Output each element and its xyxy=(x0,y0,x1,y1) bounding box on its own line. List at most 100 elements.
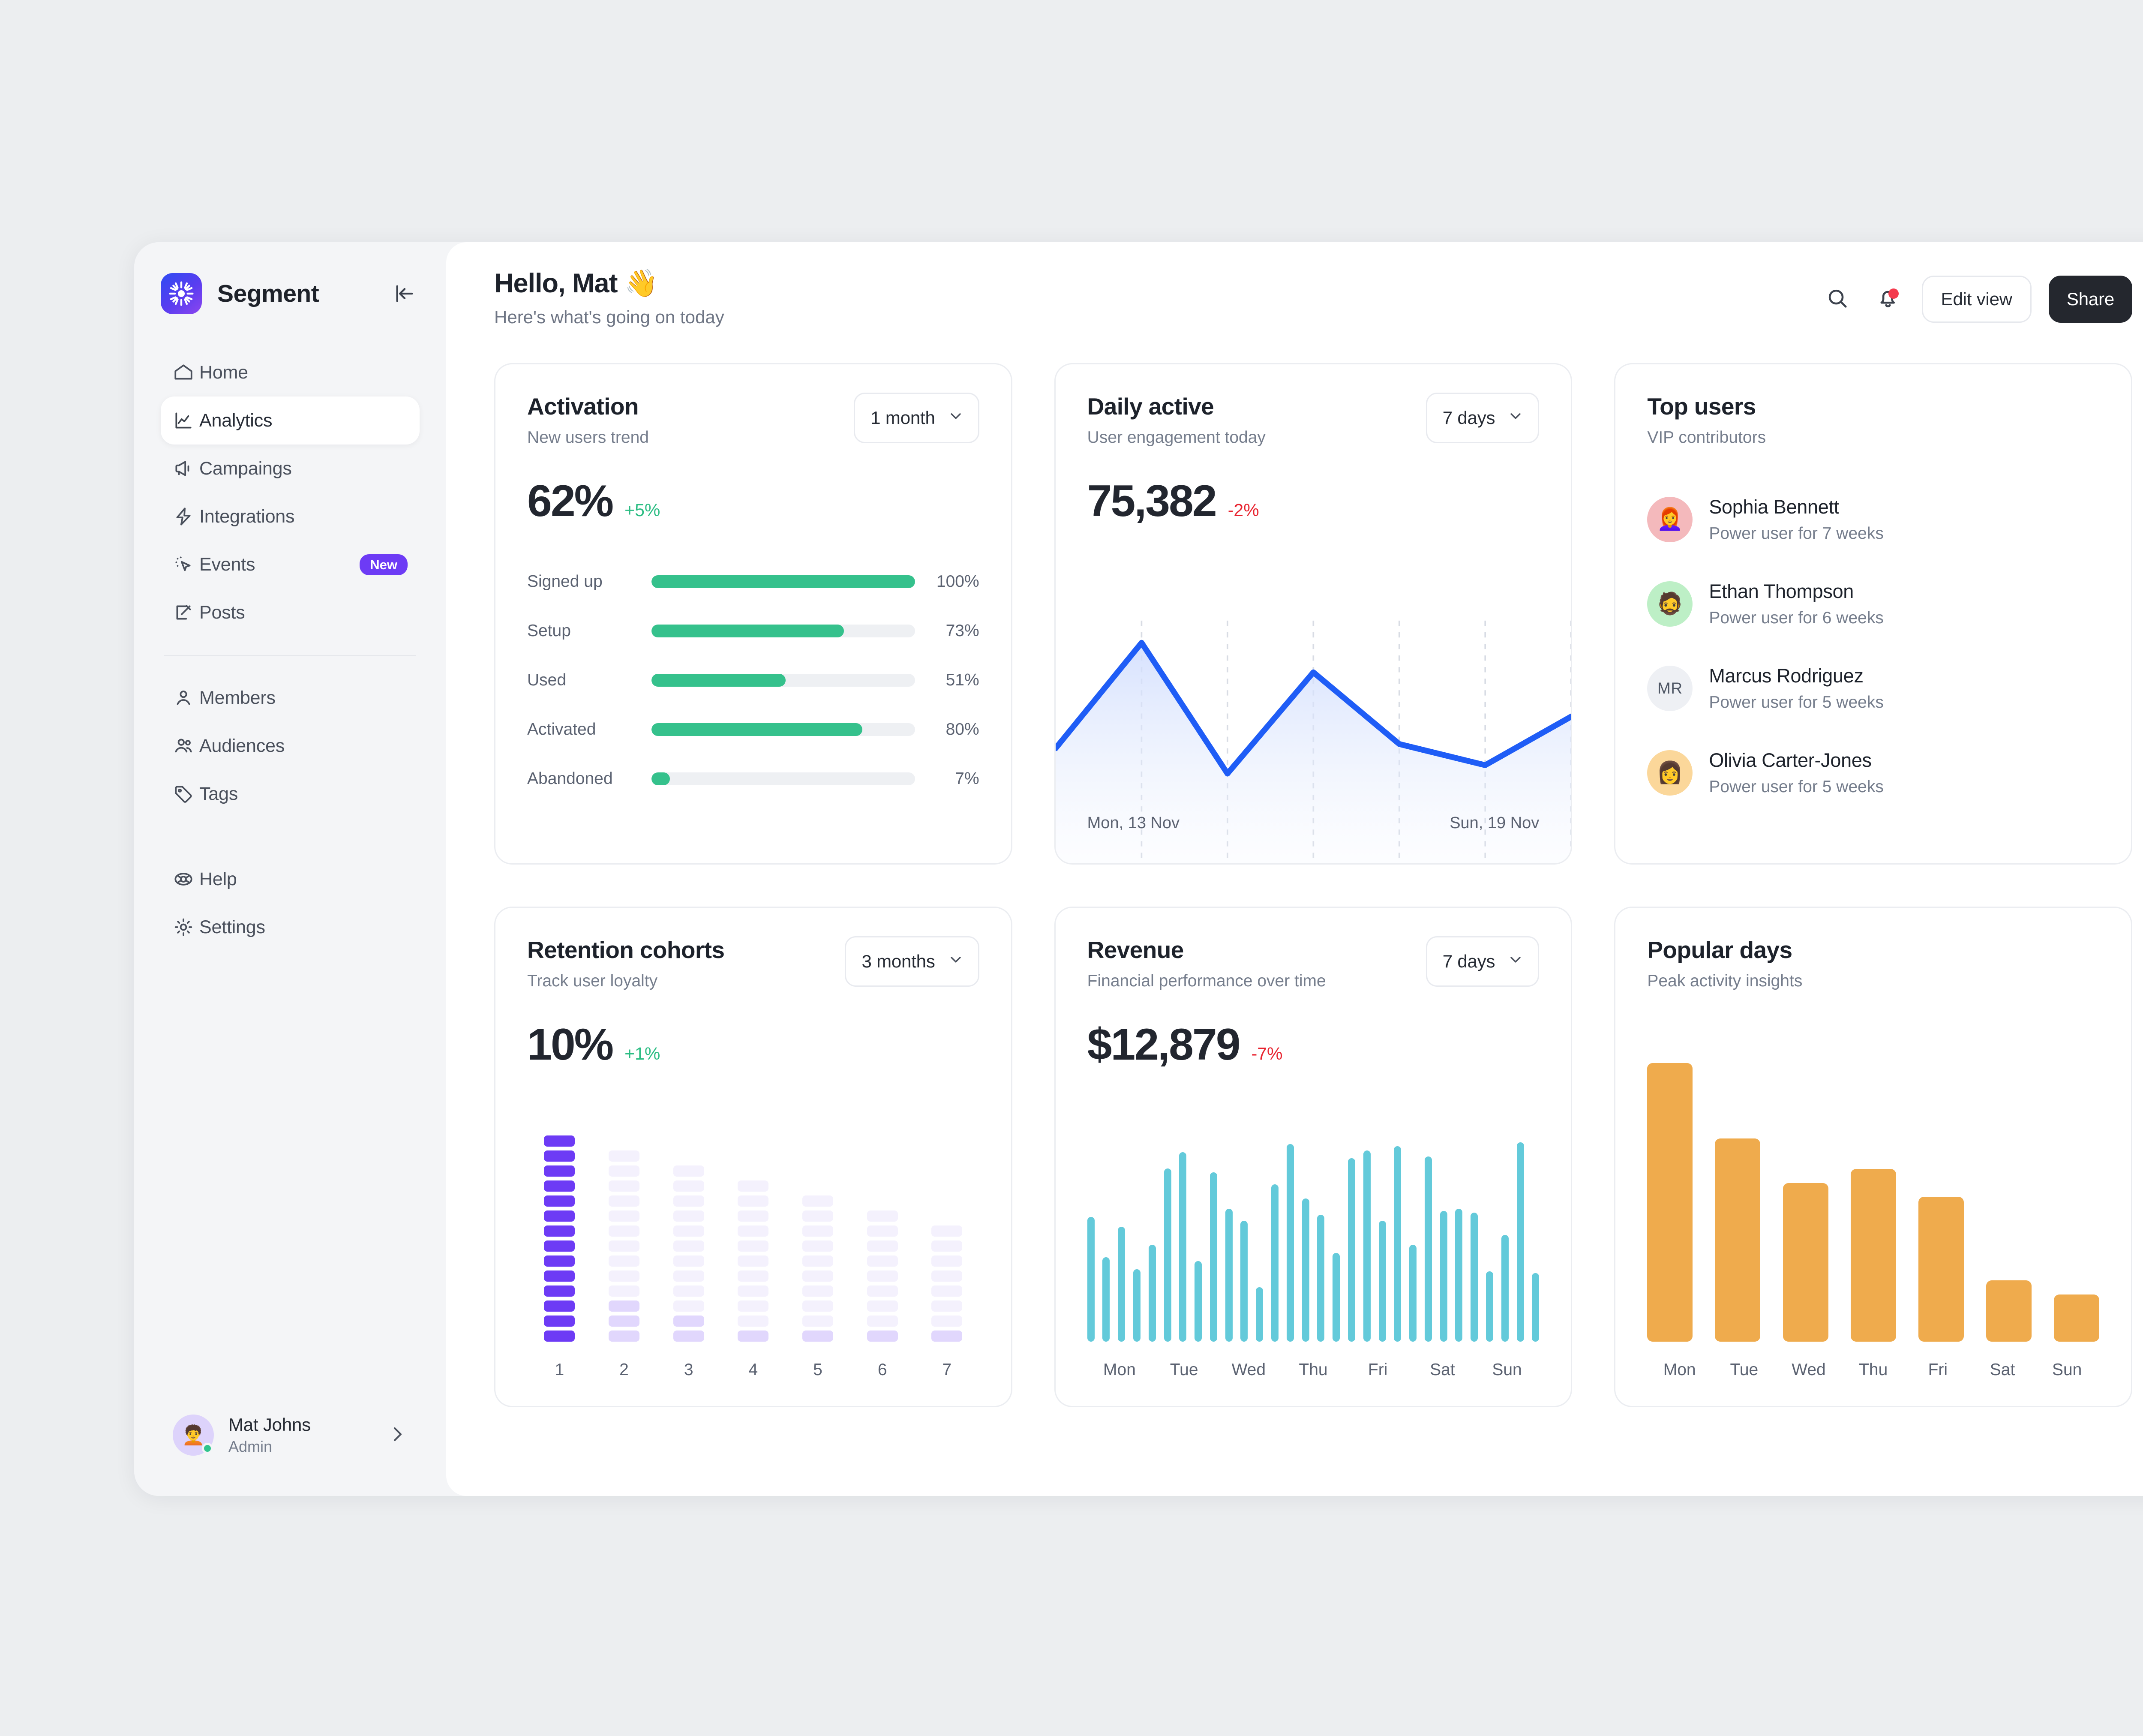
daily-active-axis: Mon, 13 Nov Sun, 19 Nov xyxy=(1087,814,1540,832)
funnel-row: Signed up 100% xyxy=(527,557,979,606)
card-retention-cohorts: Retention cohorts Track user loyalty 3 m… xyxy=(494,907,1012,1407)
card-subtitle: New users trend xyxy=(527,428,649,447)
sidebar-item-label: Audiences xyxy=(199,735,285,756)
sidebar-item-help[interactable]: Help xyxy=(161,855,420,903)
card-title: Activation xyxy=(527,393,639,420)
funnel-row: Used 51% xyxy=(527,655,979,705)
axis-tick-label: 5 xyxy=(813,1361,822,1379)
cohort-segment xyxy=(544,1316,575,1327)
sidebar-divider xyxy=(164,655,416,656)
cohort-column xyxy=(527,1135,592,1342)
notification-dot xyxy=(1888,288,1899,299)
cohort-segment xyxy=(802,1331,834,1342)
sidebar-item-label: Posts xyxy=(199,602,245,623)
daily-active-area-chart xyxy=(1055,589,1571,863)
funnel-value: 51% xyxy=(945,670,979,689)
user-meta: Olivia Carter-Jones Power user for 5 week… xyxy=(1709,749,1884,796)
cohort-segment xyxy=(673,1165,704,1177)
cohort-segment xyxy=(867,1240,898,1252)
cohort-segment xyxy=(609,1316,639,1327)
avatar: 👩 xyxy=(1647,750,1693,796)
card-title-block: Daily active User engagement today xyxy=(1087,393,1266,447)
avatar: 👩‍🦰 xyxy=(1647,496,1693,542)
cohort-segment xyxy=(931,1331,963,1342)
revenue-bar xyxy=(1516,1142,1524,1342)
axis-tick-label: Sun xyxy=(2052,1361,2082,1379)
page-header: Hello, Mat 👋 Here's what's going on toda… xyxy=(477,268,2143,354)
gear-icon xyxy=(173,916,199,938)
revenue-range-select[interactable]: 7 days xyxy=(1426,936,1540,987)
cohort-segment xyxy=(544,1255,575,1267)
sidebar-item-home[interactable]: Home xyxy=(161,348,420,396)
edit-view-button[interactable]: Edit view xyxy=(1921,276,2032,323)
popular-days-x-axis: Mon Tue Wed Thu Fri Sat Sun xyxy=(1647,1361,2099,1379)
cohort-segment xyxy=(738,1195,769,1207)
axis-tick-label: Sat xyxy=(1990,1361,2015,1379)
dashboard-window: Segment Home xyxy=(134,242,2143,1496)
revenue-bar xyxy=(1486,1271,1493,1342)
sidebar-item-analytics[interactable]: Analytics xyxy=(161,396,420,445)
share-button[interactable]: Share xyxy=(2048,276,2132,323)
revenue-bar xyxy=(1225,1208,1233,1342)
activation-range-select[interactable]: 1 month xyxy=(854,393,979,443)
sidebar-item-audiences[interactable]: Audiences xyxy=(161,722,420,770)
card-subtitle: Peak activity insights xyxy=(1647,972,1803,990)
sidebar-item-posts[interactable]: Posts xyxy=(161,589,420,637)
cohort-segment xyxy=(544,1331,575,1342)
segment-logo-icon xyxy=(161,273,202,314)
edit-square-icon xyxy=(173,602,199,623)
cohort-segment xyxy=(738,1316,769,1327)
revenue-bar xyxy=(1471,1213,1478,1342)
card-title-block: Top users VIP contributors xyxy=(1647,393,1766,447)
funnel-label: Signed up xyxy=(527,572,603,591)
search-button[interactable] xyxy=(1821,282,1854,316)
axis-tick-label: 7 xyxy=(942,1361,952,1379)
cohort-segment xyxy=(673,1316,704,1327)
sidebar-item-events[interactable]: Events New xyxy=(161,541,420,589)
sidebar-item-integrations[interactable]: Integrations xyxy=(161,493,420,541)
funnel-fill xyxy=(651,723,862,736)
popular-day-bar xyxy=(1783,1183,1828,1342)
notifications-button[interactable] xyxy=(1871,282,1905,316)
cohort-column xyxy=(721,1180,786,1342)
sidebar-item-tags[interactable]: Tags xyxy=(161,770,420,818)
cohort-segment xyxy=(609,1210,639,1222)
sidebar-user-profile[interactable]: 🧑‍🦱 Mat Johns Admin xyxy=(161,1410,420,1460)
cohort-segment xyxy=(544,1210,575,1222)
cohort-segment xyxy=(802,1285,834,1297)
user-name: Sophia Bennett xyxy=(1709,496,1839,518)
user-subtitle: Power user for 5 weeks xyxy=(1709,693,1884,712)
avatar: 🧑‍🦱 xyxy=(173,1415,214,1456)
user-subtitle: Power user for 6 weeks xyxy=(1709,608,1884,627)
list-item[interactable]: 🧔 Ethan Thompson Power user for 6 weeks xyxy=(1647,562,2099,646)
revenue-bar xyxy=(1102,1257,1110,1342)
list-item[interactable]: 👩 Olivia Carter-Jones Power user for 5 wee… xyxy=(1647,730,2099,815)
retention-range-select[interactable]: 3 months xyxy=(845,936,979,987)
sidebar-item-label: Members xyxy=(199,687,276,708)
cohort-segment xyxy=(673,1195,704,1207)
sidebar-item-settings[interactable]: Settings xyxy=(161,903,420,951)
cohort-segment xyxy=(802,1270,834,1282)
funnel-row: Abandoned 7% xyxy=(527,754,979,803)
sidebar-item-campaings[interactable]: Campaings xyxy=(161,445,420,493)
collapse-sidebar-button[interactable] xyxy=(390,279,420,309)
cohort-segment xyxy=(609,1195,639,1207)
funnel-fill xyxy=(651,575,915,588)
list-item[interactable]: MR Marcus Rodriguez Power user for 5 weeks xyxy=(1647,646,2099,730)
cohort-segment xyxy=(802,1255,834,1267)
daily-active-range-select[interactable]: 7 days xyxy=(1426,393,1540,443)
dashboard-grid: Activation New users trend 1 month 62% +… xyxy=(477,354,2143,1407)
cohort-segment xyxy=(673,1210,704,1222)
axis-tick-label: Fri xyxy=(1368,1361,1388,1379)
cohort-segment xyxy=(544,1135,575,1147)
revenue-bar xyxy=(1532,1273,1540,1342)
page-title: Hello, Mat 👋 xyxy=(494,268,658,298)
page-subtitle: Here's what's going on today xyxy=(494,307,724,327)
cohort-segment xyxy=(609,1285,639,1297)
card-title-block: Retention cohorts Track user loyalty xyxy=(527,936,725,991)
cohort-segment xyxy=(544,1285,575,1297)
card-header: Daily active User engagement today 7 day… xyxy=(1087,393,1540,447)
list-item[interactable]: 👩‍🦰 Sophia Bennett Power user for 7 weeks xyxy=(1647,477,2099,562)
top-users-list: 👩‍🦰 Sophia Bennett Power user for 7 weeks 🧔… xyxy=(1647,477,2099,815)
sidebar-item-members[interactable]: Members xyxy=(161,674,420,722)
